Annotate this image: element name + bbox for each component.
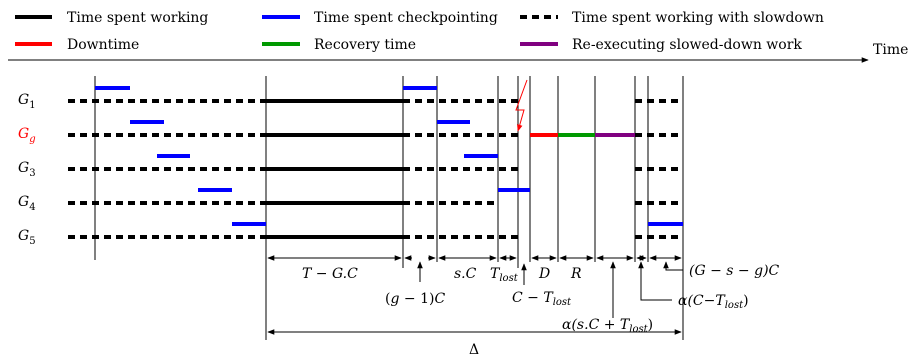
annotations: T − G.C (g − 1)C s.C Tlost D R C − Tlost… bbox=[302, 263, 780, 358]
label-g-minus-1-c: (g − 1)C bbox=[385, 291, 445, 307]
row-label-g3: G3 bbox=[18, 160, 36, 179]
time-axis-label: Time bbox=[873, 42, 908, 58]
label-d: D bbox=[538, 266, 550, 282]
row-label-gg: Gg bbox=[18, 126, 36, 145]
legend-item-reexecuting: Re-executing slowed-down work bbox=[520, 37, 802, 53]
label-alpha-c-tlost: α(C−Tlost) bbox=[678, 293, 749, 311]
row-g5-timeline bbox=[68, 222, 683, 239]
row-label-g5: G5 bbox=[18, 228, 36, 247]
legend-item-recovery: Recovery time bbox=[262, 37, 416, 53]
label-s-c: s.C bbox=[454, 266, 477, 282]
legend: Time spent working Time spent checkpoint… bbox=[15, 10, 824, 53]
legend-item-downtime: Downtime bbox=[15, 37, 139, 53]
row-gg-timeline bbox=[68, 120, 683, 137]
label-g-s-g-c: (G − s − g)C bbox=[689, 263, 780, 279]
legend-item-checkpointing: Time spent checkpointing bbox=[262, 10, 498, 26]
legend-item-working: Time spent working bbox=[15, 10, 208, 26]
label-r: R bbox=[570, 266, 582, 282]
legend-label-slowdown: Time spent working with slowdown bbox=[572, 10, 824, 26]
legend-label-working: Time spent working bbox=[67, 10, 208, 26]
label-t-minus-gc: T − G.C bbox=[302, 266, 358, 282]
row-labels: G1 Gg G3 G4 G5 bbox=[18, 92, 36, 247]
interval-arrows bbox=[267, 255, 683, 335]
row-g3-timeline bbox=[68, 154, 683, 171]
row-label-g1: G1 bbox=[18, 92, 36, 111]
label-t-lost: Tlost bbox=[490, 266, 519, 284]
legend-label-checkpointing: Time spent checkpointing bbox=[314, 10, 498, 26]
failure-arrow bbox=[515, 79, 528, 132]
legend-label-recovery: Recovery time bbox=[314, 37, 416, 53]
label-delta: Δ bbox=[469, 342, 479, 358]
time-axis: Time bbox=[8, 42, 908, 63]
row-g4-timeline bbox=[68, 188, 683, 205]
label-alpha-sc-tlost: α(s.C + Tlost) bbox=[562, 317, 653, 335]
row-g1-timeline bbox=[68, 86, 683, 103]
row-label-g4: G4 bbox=[18, 194, 36, 213]
label-c-minus-tlost: C − Tlost bbox=[512, 290, 572, 308]
legend-item-slowdown: Time spent working with slowdown bbox=[520, 10, 824, 26]
legend-label-downtime: Downtime bbox=[67, 37, 139, 53]
legend-label-reexecuting: Re-executing slowed-down work bbox=[572, 37, 802, 53]
